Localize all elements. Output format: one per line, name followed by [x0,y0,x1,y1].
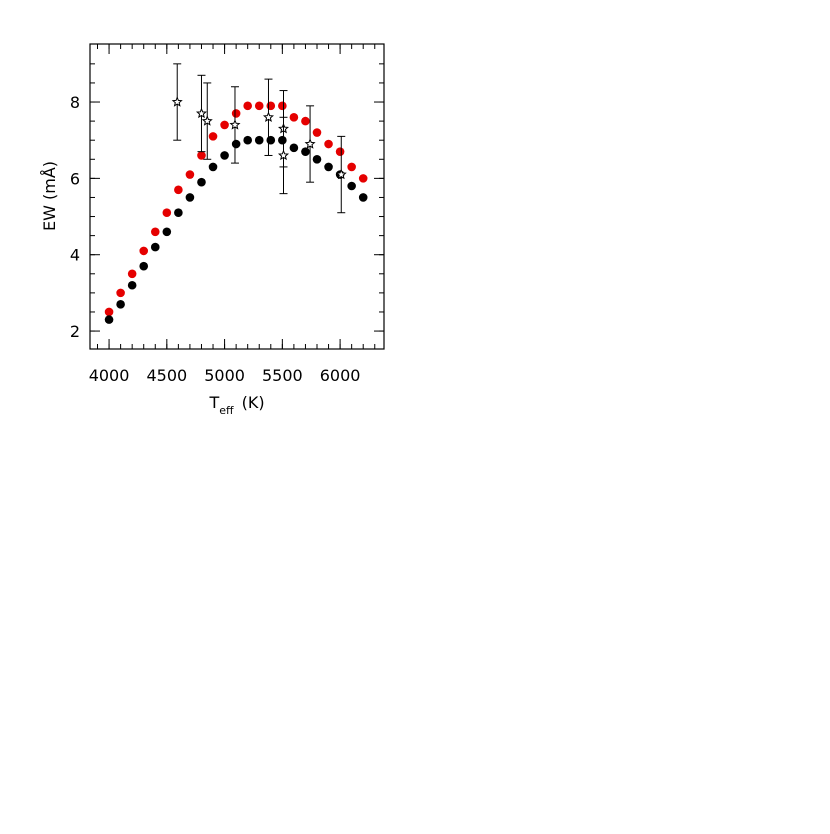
dot-point [231,139,241,149]
y-tick-label: 8 [70,93,80,112]
x-label-subscript: eff [219,404,234,417]
dot-point [312,128,322,137]
x-label-main: T [208,393,219,412]
x-tick-label: 4500 [146,366,187,385]
star-point [304,138,316,149]
dot-point [116,288,125,298]
star-point [277,149,290,161]
dot-point [289,143,299,153]
dot-point [266,135,276,145]
dot-point [278,135,287,145]
dot-point [335,147,345,156]
dot-point [150,227,160,237]
dot-point [174,208,183,218]
dot-point [254,101,264,111]
x-tick-label: 4000 [89,366,130,385]
star-point [171,96,183,107]
dot-point [185,193,195,202]
dot-point [197,177,206,187]
y-tick-label: 6 [70,169,80,188]
star-point [195,107,208,119]
dot-point [162,227,172,237]
x-label-unit: (K) [242,393,265,412]
dot-point [220,120,229,130]
dot-point [301,147,310,156]
dot-point [127,280,137,290]
dot-point [116,300,125,309]
dot-point [301,116,310,126]
dot-point [231,109,241,118]
dot-point [208,132,218,141]
dot-point [243,101,252,111]
dot-point [358,174,368,183]
dot-point [139,246,149,256]
star-point [262,111,274,122]
dot-point [347,181,356,191]
dot-point [220,151,229,160]
dot-point [324,162,333,172]
x-tick-label: 5000 [204,366,245,385]
dot-point [266,101,276,111]
y-tick-label: 4 [70,246,80,265]
dot-point [174,185,183,195]
star-point [201,115,213,126]
dot-point [197,151,206,160]
dot-point [347,162,356,172]
y-axis-label: EW (mÅ) [40,161,59,231]
dot-point [243,135,252,145]
dot-point [104,315,114,324]
dot-point [278,101,287,111]
dot-point [358,193,368,202]
x-axis-label: Teff (K) [208,393,264,417]
x-tick-label: 5500 [262,366,303,385]
dot-point [150,242,160,252]
plot-frame [89,43,385,350]
x-tick-label: 6000 [320,366,361,385]
dot-point [104,307,114,317]
dot-point [127,269,137,279]
star-point [335,168,347,180]
star-point [229,119,241,130]
dot-point [324,139,333,149]
dot-point [208,162,218,172]
y-tick-label: 2 [70,322,80,341]
dot-point [185,170,195,179]
dot-point [254,135,264,145]
dot-point [289,112,299,122]
dot-point [139,261,149,271]
dot-point [162,208,172,218]
dot-point [312,154,322,164]
